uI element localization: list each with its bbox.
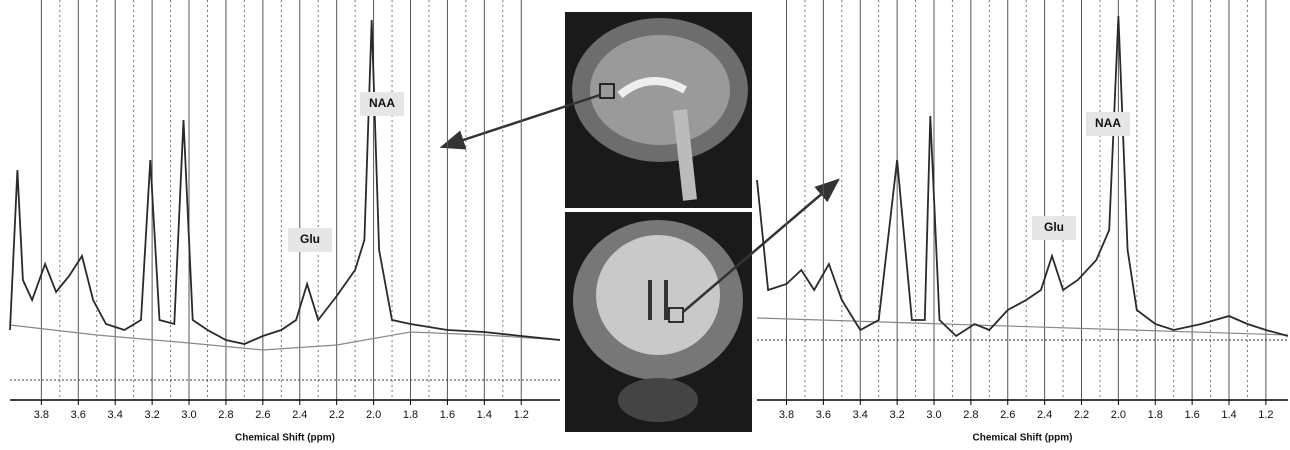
spectrum-line <box>757 318 1288 335</box>
brain-inner <box>590 35 730 145</box>
annotation: NAA <box>369 96 395 110</box>
mri-images <box>565 12 752 432</box>
x-tick-label: 2.4 <box>1037 409 1052 421</box>
x-tick-label: 1.4 <box>477 409 492 421</box>
x-tick-label: 3.4 <box>108 409 123 421</box>
chart: 3.8 3.6 3.4 3.2 3.0 2.8 2.6 2.4 2.2 2.0 1.8 1.6 1.4 1… <box>0 0 1290 450</box>
spectrum-panel: 3.8 3.6 3.4 3.2 3.0 2.8 2.6 2.4 2.2 2.0 1.8 1.6 1.4 1… <box>757 0 1288 444</box>
x-axis-label: Chemical Shift (ppm) <box>972 433 1072 444</box>
x-tick-label: 1.8 <box>1148 409 1163 421</box>
x-tick-label: 1.4 <box>1221 409 1236 421</box>
x-tick-label: 2.6 <box>1000 409 1015 421</box>
x-tick-label: 2.8 <box>963 409 978 421</box>
spectrum-line <box>10 325 560 350</box>
x-tick-label: 3.0 <box>926 409 941 421</box>
spectrum-line <box>10 20 560 344</box>
figure: 3.8 3.6 3.4 3.2 3.0 2.8 2.6 2.4 2.2 2.0 1.8 1.6 1.4 1… <box>0 0 1290 450</box>
spectrum-line <box>757 16 1288 336</box>
x-tick-label: 2.6 <box>255 409 270 421</box>
x-tick-label: 2.0 <box>366 409 381 421</box>
annotation: NAA <box>1095 116 1121 130</box>
x-tick-label: 3.8 <box>779 409 794 421</box>
x-tick-label: 3.0 <box>181 409 196 421</box>
x-tick-label: 1.6 <box>1184 409 1199 421</box>
x-tick-label: 1.8 <box>403 409 418 421</box>
brainstem <box>680 110 690 200</box>
x-tick-label: 2.4 <box>292 409 307 421</box>
x-tick-label: 3.6 <box>71 409 86 421</box>
x-tick-label: 1.2 <box>1258 409 1273 421</box>
x-tick-label: 3.4 <box>853 409 868 421</box>
x-tick-label: 3.8 <box>34 409 49 421</box>
x-tick-label: 2.2 <box>329 409 344 421</box>
x-tick-label: 2.2 <box>1074 409 1089 421</box>
x-tick-label: 3.6 <box>816 409 831 421</box>
skull-base <box>618 378 698 422</box>
annotation: Glu <box>1044 220 1064 234</box>
x-tick-label: 3.2 <box>144 409 159 421</box>
x-tick-label: 2.0 <box>1111 409 1126 421</box>
x-axis-label: Chemical Shift (ppm) <box>235 433 335 444</box>
x-tick-label: 1.2 <box>514 409 529 421</box>
annotation: Glu <box>300 232 320 246</box>
x-tick-label: 3.2 <box>889 409 904 421</box>
spectrum-panel: 3.8 3.6 3.4 3.2 3.0 2.8 2.6 2.4 2.2 2.0 1.8 1.6 1.4 1… <box>10 0 560 444</box>
x-tick-label: 1.6 <box>440 409 455 421</box>
x-tick-label: 2.8 <box>218 409 233 421</box>
